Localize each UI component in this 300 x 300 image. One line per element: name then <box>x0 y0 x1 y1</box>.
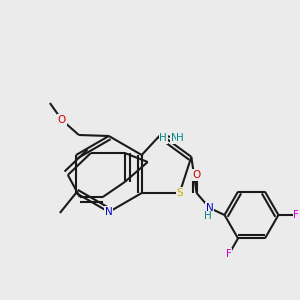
Text: N: N <box>206 203 213 213</box>
Text: F: F <box>293 210 299 220</box>
Text: N: N <box>105 207 113 217</box>
Text: S: S <box>176 188 183 198</box>
Text: N: N <box>171 133 178 143</box>
Text: H: H <box>176 133 184 143</box>
Text: F: F <box>226 249 232 259</box>
Text: O: O <box>58 115 66 125</box>
Text: H: H <box>204 212 212 221</box>
Text: O: O <box>193 170 201 180</box>
Text: H: H <box>159 133 167 143</box>
